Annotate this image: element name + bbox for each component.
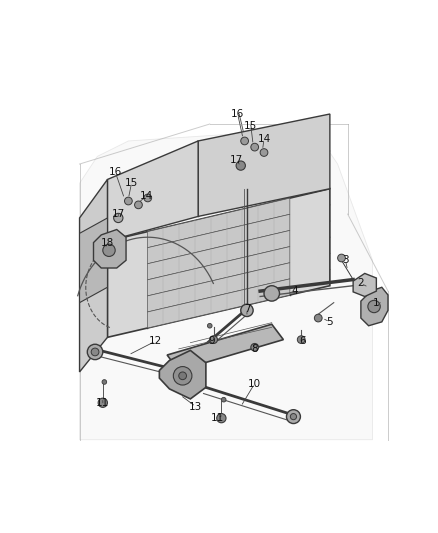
Polygon shape [93,230,126,268]
Circle shape [87,344,103,360]
Circle shape [173,367,192,385]
Polygon shape [361,287,388,326]
Text: 16: 16 [231,109,244,119]
Text: 12: 12 [149,336,162,346]
Polygon shape [353,273,376,296]
Circle shape [251,343,258,351]
Text: 6: 6 [300,336,306,346]
Circle shape [103,244,115,256]
Circle shape [134,201,142,209]
Circle shape [98,398,107,407]
Text: 11: 11 [211,413,224,423]
Circle shape [124,197,132,205]
Text: 14: 14 [258,134,271,144]
Polygon shape [198,114,330,216]
Circle shape [210,336,218,343]
Circle shape [113,213,123,223]
Text: 10: 10 [248,378,261,389]
Polygon shape [148,279,290,328]
Circle shape [241,304,253,317]
Circle shape [144,194,152,202]
Text: 2: 2 [357,278,364,288]
Circle shape [290,414,297,419]
Circle shape [236,161,245,170]
Circle shape [314,314,322,322]
Circle shape [179,372,187,379]
Text: 17: 17 [112,209,125,219]
Circle shape [260,149,268,156]
Circle shape [251,143,258,151]
Polygon shape [80,180,107,372]
Circle shape [217,414,226,423]
Text: 14: 14 [140,191,153,201]
Text: 9: 9 [208,336,215,346]
Polygon shape [148,230,290,280]
Polygon shape [107,141,198,241]
Circle shape [264,286,279,301]
Text: 15: 15 [244,120,258,131]
Text: 13: 13 [189,401,202,411]
Circle shape [368,301,380,313]
Text: 16: 16 [109,167,122,177]
Text: 17: 17 [230,155,244,165]
Circle shape [286,410,300,424]
Text: 7: 7 [244,304,250,314]
Polygon shape [80,218,107,303]
Text: 15: 15 [125,179,138,188]
Polygon shape [148,214,290,264]
Polygon shape [148,247,290,296]
Polygon shape [148,263,290,312]
Circle shape [208,324,212,328]
Polygon shape [148,198,290,248]
Circle shape [297,336,305,343]
Polygon shape [159,350,206,399]
Text: 11: 11 [96,398,110,408]
Text: 1: 1 [373,297,380,308]
Polygon shape [107,189,330,337]
Text: 4: 4 [292,286,298,296]
Text: 18: 18 [101,238,114,248]
Circle shape [91,348,99,356]
Circle shape [102,379,107,384]
Text: 8: 8 [251,344,258,354]
Text: 3: 3 [342,255,349,265]
Circle shape [221,398,226,402]
Circle shape [241,137,248,145]
Text: 5: 5 [327,317,333,327]
Circle shape [338,254,346,262]
Polygon shape [80,130,372,440]
Polygon shape [167,324,283,370]
